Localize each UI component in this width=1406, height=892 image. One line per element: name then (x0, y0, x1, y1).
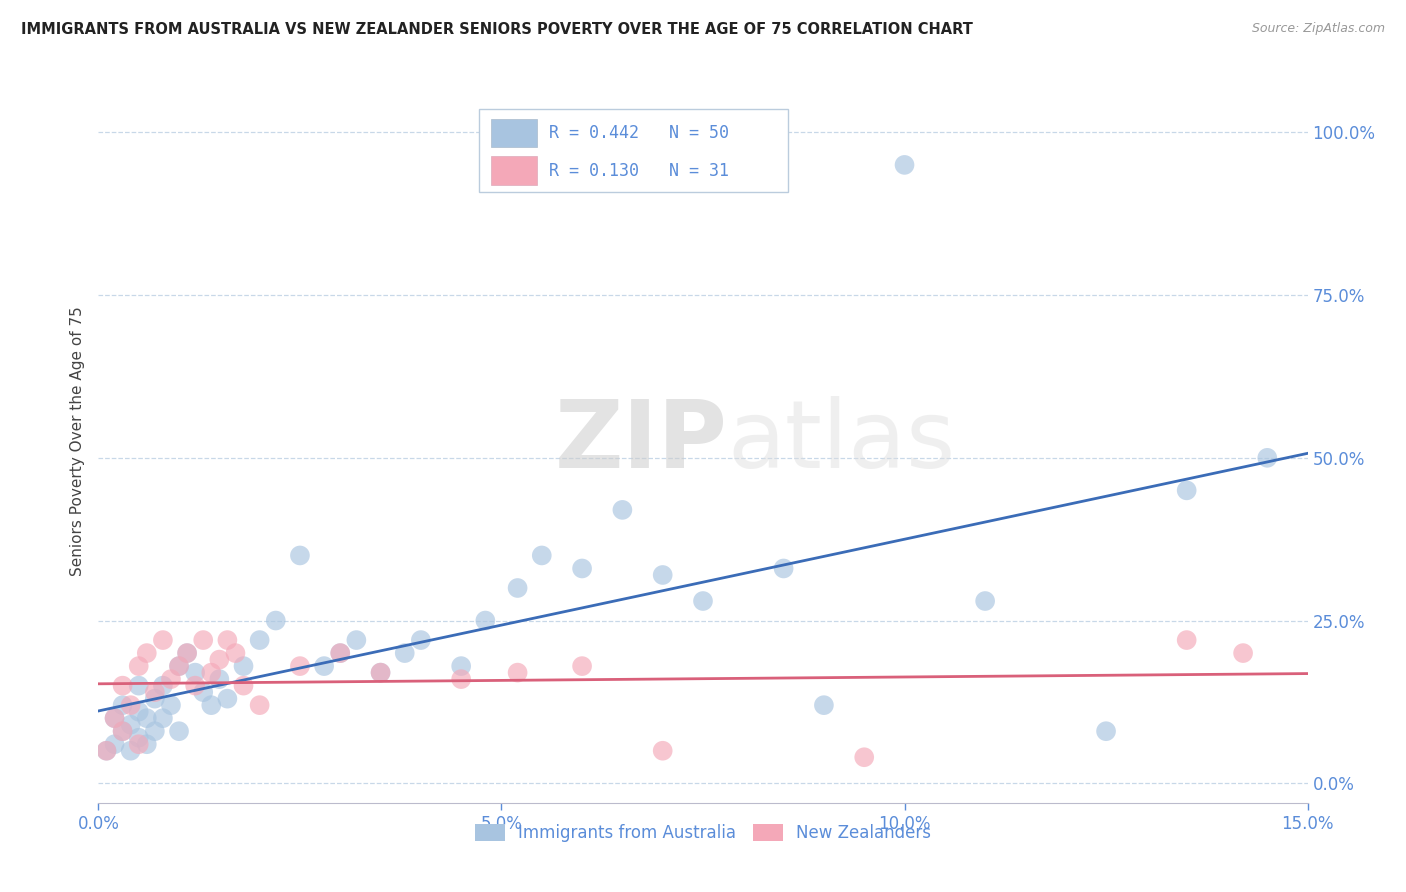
Point (120, 717, 142, 731)
Point (893, 158, 915, 172)
Point (651, 568, 673, 582)
Text: R = 0.442   N = 50: R = 0.442 N = 50 (550, 124, 730, 142)
FancyBboxPatch shape (492, 119, 537, 147)
Point (344, 633, 367, 648)
Point (506, 665, 529, 680)
Point (264, 614, 287, 628)
Point (571, 561, 593, 575)
Point (167, 724, 190, 739)
Point (120, 744, 142, 758)
Point (974, 594, 997, 608)
Point (135, 646, 157, 660)
Point (160, 698, 183, 713)
Point (152, 633, 174, 648)
Point (176, 646, 198, 660)
Point (288, 549, 311, 563)
Point (474, 614, 496, 628)
Point (329, 646, 352, 660)
Point (111, 679, 134, 693)
Point (128, 659, 150, 673)
Text: ZIP: ZIP (554, 395, 727, 488)
Text: atlas: atlas (727, 395, 956, 488)
Point (143, 691, 166, 706)
FancyBboxPatch shape (479, 109, 787, 193)
Point (329, 646, 352, 660)
Point (111, 724, 134, 739)
FancyBboxPatch shape (492, 156, 537, 185)
Point (96, 744, 118, 758)
Point (103, 711, 125, 725)
Point (249, 633, 271, 648)
Point (176, 646, 198, 660)
Point (111, 724, 134, 739)
Point (571, 659, 593, 673)
Point (530, 549, 553, 563)
Point (450, 672, 472, 686)
Point (200, 698, 222, 713)
Legend: Immigrants from Australia, New Zealanders: Immigrants from Australia, New Zealander… (468, 817, 938, 848)
Point (128, 737, 150, 751)
Point (193, 633, 215, 648)
Point (208, 672, 231, 686)
Point (1095, 724, 1118, 739)
Point (651, 744, 673, 758)
Point (184, 679, 207, 693)
Point (692, 594, 714, 608)
Point (143, 724, 166, 739)
Point (612, 503, 634, 517)
Point (1175, 633, 1198, 648)
Point (208, 652, 231, 666)
Point (217, 691, 239, 706)
Point (128, 679, 150, 693)
Point (232, 679, 254, 693)
Point (288, 659, 311, 673)
Point (506, 581, 529, 595)
Point (1175, 483, 1198, 498)
Point (120, 698, 142, 713)
Point (370, 665, 392, 680)
Point (1256, 450, 1278, 465)
Point (96, 744, 118, 758)
Point (103, 737, 125, 751)
Point (152, 679, 174, 693)
Point (184, 665, 207, 680)
Point (370, 665, 392, 680)
Text: IMMIGRANTS FROM AUSTRALIA VS NEW ZEALANDER SENIORS POVERTY OVER THE AGE OF 75 CO: IMMIGRANTS FROM AUSTRALIA VS NEW ZEALAND… (21, 22, 973, 37)
Point (224, 646, 246, 660)
Point (167, 659, 190, 673)
Point (103, 711, 125, 725)
Point (167, 659, 190, 673)
Point (314, 659, 336, 673)
Point (217, 633, 239, 648)
Point (128, 705, 150, 719)
Point (1232, 646, 1254, 660)
Point (135, 711, 157, 725)
Point (853, 750, 876, 764)
Point (394, 646, 416, 660)
Y-axis label: Seniors Poverty Over the Age of 75: Seniors Poverty Over the Age of 75 (69, 307, 84, 576)
Point (135, 737, 157, 751)
Text: Source: ZipAtlas.com: Source: ZipAtlas.com (1251, 22, 1385, 36)
Point (152, 711, 174, 725)
Point (111, 698, 134, 713)
Point (772, 561, 794, 575)
Point (409, 633, 432, 648)
Text: R = 0.130   N = 31: R = 0.130 N = 31 (550, 161, 730, 179)
Point (249, 698, 271, 713)
Point (193, 685, 215, 699)
Point (450, 659, 472, 673)
Point (200, 665, 222, 680)
Point (128, 731, 150, 745)
Point (813, 698, 835, 713)
Point (143, 685, 166, 699)
Point (232, 659, 254, 673)
Point (160, 672, 183, 686)
